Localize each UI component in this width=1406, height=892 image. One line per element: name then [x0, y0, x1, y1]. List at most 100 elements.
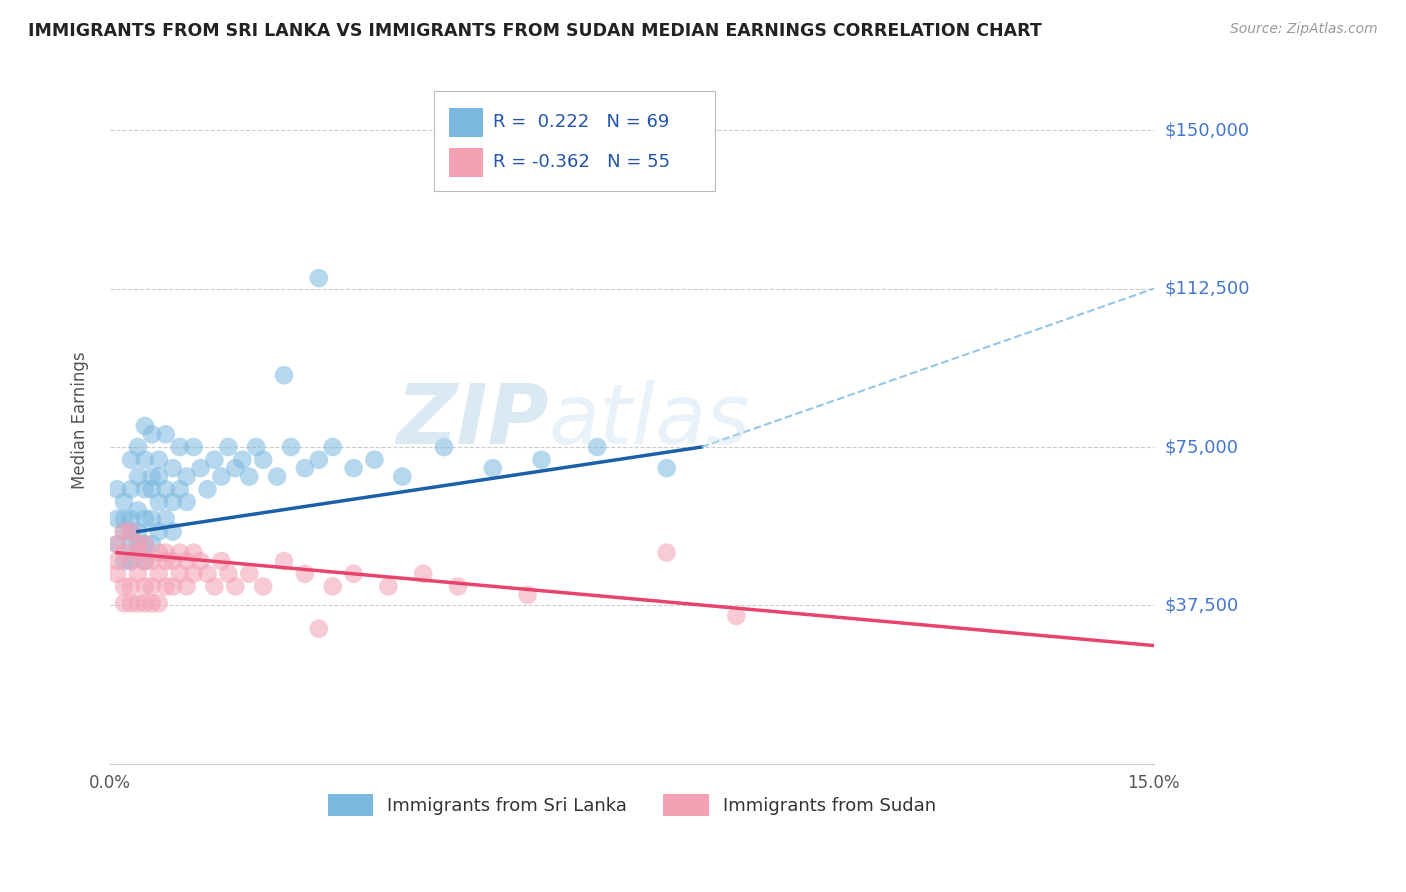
Point [342, 566, 364, 581]
Point [155, 579, 177, 593]
Point [155, 427, 177, 442]
Point [231, 452, 253, 467]
Point [162, 461, 184, 475]
Point [245, 440, 267, 454]
Point [127, 566, 149, 581]
Point [120, 554, 142, 568]
Point [162, 524, 184, 539]
Point [433, 440, 456, 454]
Point [105, 554, 128, 568]
Point [105, 537, 128, 551]
Point [148, 469, 170, 483]
Point [148, 566, 170, 581]
Point [169, 440, 191, 454]
Point [447, 579, 470, 593]
Point [134, 554, 156, 568]
Point [105, 483, 128, 497]
Point [148, 546, 170, 560]
Point [412, 566, 434, 581]
Point [586, 440, 609, 454]
FancyBboxPatch shape [433, 91, 716, 191]
Point [176, 469, 198, 483]
Text: ZIP: ZIP [396, 380, 548, 461]
Point [141, 483, 163, 497]
Point [481, 461, 503, 475]
Point [148, 495, 170, 509]
Point [120, 579, 142, 593]
Point [127, 537, 149, 551]
Point [308, 271, 330, 285]
Point [134, 537, 156, 551]
Point [204, 579, 226, 593]
Point [120, 596, 142, 610]
Point [141, 512, 163, 526]
Point [308, 452, 330, 467]
Point [273, 368, 295, 383]
Point [252, 452, 274, 467]
Point [112, 596, 135, 610]
Point [655, 546, 678, 560]
Point [148, 596, 170, 610]
Point [127, 469, 149, 483]
Point [134, 596, 156, 610]
Y-axis label: Median Earnings: Median Earnings [72, 351, 89, 490]
Point [155, 483, 177, 497]
Point [530, 452, 553, 467]
Text: $75,000: $75,000 [1166, 438, 1239, 456]
Point [516, 588, 538, 602]
Point [176, 554, 198, 568]
Point [155, 512, 177, 526]
Point [162, 579, 184, 593]
Point [127, 440, 149, 454]
Point [141, 596, 163, 610]
Point [127, 546, 149, 560]
Point [134, 554, 156, 568]
Point [120, 452, 142, 467]
Text: IMMIGRANTS FROM SRI LANKA VS IMMIGRANTS FROM SUDAN MEDIAN EARNINGS CORRELATION C: IMMIGRANTS FROM SRI LANKA VS IMMIGRANTS … [28, 22, 1042, 40]
Point [224, 461, 246, 475]
Point [105, 512, 128, 526]
Point [197, 483, 219, 497]
Point [294, 461, 316, 475]
Point [322, 579, 344, 593]
Point [169, 566, 191, 581]
Point [112, 524, 135, 539]
Point [217, 440, 239, 454]
Point [294, 566, 316, 581]
Point [183, 546, 205, 560]
Point [105, 566, 128, 581]
Point [190, 554, 212, 568]
Point [120, 524, 142, 539]
Point [120, 537, 142, 551]
Point [273, 554, 295, 568]
Point [120, 524, 142, 539]
Point [120, 483, 142, 497]
Text: Source: ZipAtlas.com: Source: ZipAtlas.com [1230, 22, 1378, 37]
Text: $37,500: $37,500 [1166, 597, 1239, 615]
Point [155, 554, 177, 568]
FancyBboxPatch shape [450, 148, 482, 177]
Point [134, 418, 156, 433]
Point [127, 537, 149, 551]
Point [197, 566, 219, 581]
Point [141, 554, 163, 568]
Point [190, 461, 212, 475]
Point [655, 461, 678, 475]
FancyBboxPatch shape [450, 108, 482, 137]
Text: $112,500: $112,500 [1166, 279, 1250, 298]
Point [183, 566, 205, 581]
Point [120, 554, 142, 568]
Point [252, 579, 274, 593]
Legend: Immigrants from Sri Lanka, Immigrants from Sudan: Immigrants from Sri Lanka, Immigrants fr… [321, 787, 943, 823]
Point [155, 546, 177, 560]
Point [266, 469, 288, 483]
Point [391, 469, 413, 483]
Point [141, 427, 163, 442]
Point [134, 483, 156, 497]
Point [112, 579, 135, 593]
Point [169, 546, 191, 560]
Point [342, 461, 364, 475]
Point [134, 452, 156, 467]
Text: R = -0.362   N = 55: R = -0.362 N = 55 [494, 153, 671, 171]
Point [183, 440, 205, 454]
